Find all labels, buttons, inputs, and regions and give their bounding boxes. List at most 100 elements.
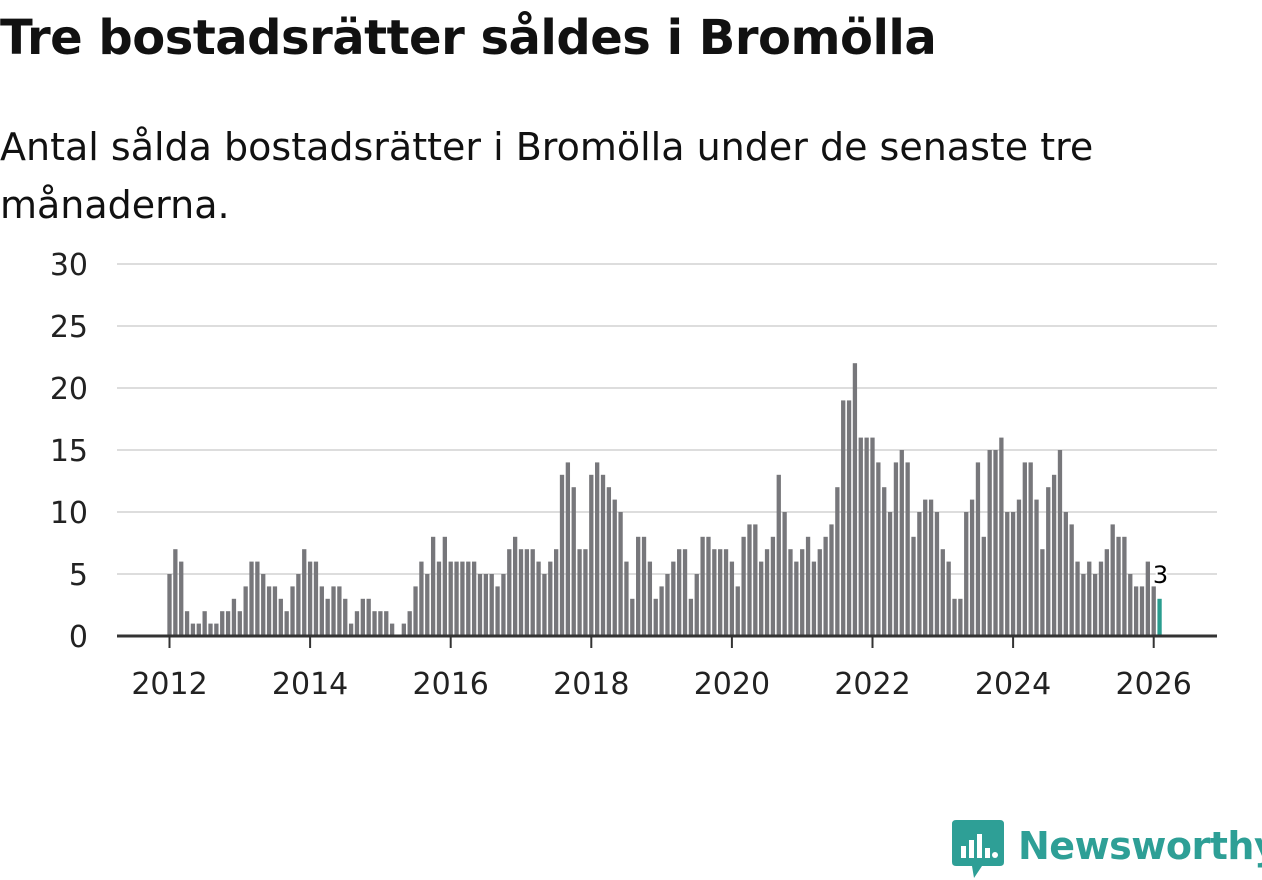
bar-2015-02 — [384, 611, 389, 636]
bar-2021-12 — [864, 437, 869, 636]
bar-2023-12 — [1005, 512, 1010, 636]
bar-2021-07 — [835, 487, 840, 636]
bar-2013-06 — [266, 586, 272, 636]
bar-2022-04 — [887, 512, 893, 636]
bar-2017-11 — [577, 549, 582, 636]
bar-2024-01 — [1010, 512, 1016, 636]
bar-2022-02 — [876, 462, 881, 636]
bar-2026-02 — [1157, 598, 1162, 636]
bar-2016-07 — [483, 574, 488, 636]
bar-2021-10 — [852, 363, 858, 636]
bar-2013-03 — [249, 561, 254, 636]
y-tick-label: 10 — [50, 496, 88, 531]
bar-2025-09 — [1128, 574, 1133, 636]
bar-2024-04 — [1028, 462, 1033, 636]
bar-chart: 0 5 10 15 20 25 30 2012 2014 2016 2018 2020 2022 202… — [50, 248, 1217, 702]
bar-2025-02 — [1087, 561, 1092, 636]
bar-2020-08 — [770, 536, 776, 636]
y-axis-ticks: 0 5 10 15 20 25 30 — [50, 248, 88, 655]
bar-2016-01 — [448, 561, 453, 636]
bar-2025-11 — [1139, 586, 1145, 636]
bar-2022-03 — [882, 487, 887, 636]
bar-2015-06 — [407, 611, 412, 636]
bar-2014-07 — [343, 598, 348, 636]
bar-2013-12 — [302, 549, 307, 636]
bar-2025-12 — [1145, 561, 1150, 636]
bar-2025-07 — [1116, 536, 1121, 636]
bar-2023-04 — [958, 598, 963, 636]
bar-2019-12 — [723, 549, 729, 636]
bar-2021-02 — [805, 536, 811, 636]
bar-2017-10 — [571, 487, 576, 636]
bar-2021-04 — [817, 549, 822, 636]
x-tick-label: 2020 — [694, 667, 770, 702]
bar-2020-03 — [741, 536, 746, 636]
bar-2023-02 — [946, 561, 951, 636]
bar-2020-07 — [764, 549, 770, 636]
bar-2014-08 — [348, 623, 354, 636]
bar-2013-08 — [278, 598, 283, 636]
bar-2012-09 — [214, 623, 219, 636]
bar-2016-08 — [489, 574, 494, 636]
bar-2015-09 — [425, 574, 430, 636]
bar-2012-10 — [220, 611, 225, 636]
bar-2021-05 — [823, 536, 828, 636]
bar-2024-08 — [1051, 474, 1057, 636]
bar-2020-01 — [729, 561, 735, 636]
last-value-label: 3 — [1153, 561, 1168, 589]
bar-2015-03 — [389, 623, 395, 636]
newsworthy-logo[interactable]: Newsworthy — [950, 818, 1262, 880]
bar-2019-09 — [706, 536, 711, 636]
bar-2016-12 — [512, 536, 518, 636]
bar-2014-03 — [319, 586, 324, 636]
bar-2018-02 — [595, 462, 600, 636]
bar-2023-08 — [981, 536, 986, 636]
bar-2023-09 — [987, 450, 992, 636]
bar-2019-08 — [700, 536, 705, 636]
bar-2024-02 — [1016, 499, 1022, 636]
bar-2023-11 — [999, 437, 1004, 636]
bar-2018-04 — [606, 487, 612, 636]
bar-2018-10 — [641, 536, 647, 636]
bar-2021-01 — [800, 549, 805, 636]
bar-2025-10 — [1133, 586, 1139, 636]
bar-2018-07 — [624, 561, 629, 636]
bar-2015-11 — [436, 561, 442, 636]
bar-2017-07 — [554, 549, 559, 636]
bar-2022-01 — [870, 437, 875, 636]
bar-2018-12 — [653, 598, 658, 636]
bar-2015-07 — [413, 586, 418, 636]
bar-2012-11 — [225, 611, 231, 636]
chart-title: Tre bostadsrätter såldes i Bromölla — [0, 10, 937, 66]
bar-2020-02 — [735, 586, 740, 636]
bar-2019-11 — [718, 549, 723, 636]
bar-2025-04 — [1098, 561, 1104, 636]
bar-2015-01 — [378, 611, 383, 636]
bar-2022-07 — [905, 462, 910, 636]
bar-2014-01 — [307, 561, 313, 636]
bar-2017-09 — [565, 462, 571, 636]
bar-2016-04 — [466, 561, 471, 636]
bar-2019-07 — [694, 574, 699, 636]
bar-2012-07 — [202, 611, 207, 636]
bar-2020-11 — [788, 549, 793, 636]
x-tick-label: 2016 — [413, 667, 489, 702]
bar-2024-11 — [1069, 524, 1074, 636]
x-tick-label: 2012 — [131, 667, 207, 702]
bar-2017-12 — [583, 549, 588, 636]
y-tick-label: 15 — [50, 434, 88, 469]
bar-2014-04 — [325, 598, 330, 636]
bar-2018-03 — [600, 474, 606, 636]
bar-2019-06 — [688, 598, 694, 636]
bar-2014-09 — [354, 611, 360, 636]
bar-2015-12 — [442, 536, 447, 636]
bar-2014-12 — [372, 611, 377, 636]
x-tick-label: 2024 — [975, 667, 1051, 702]
bar-2021-06 — [829, 524, 834, 636]
bar-2020-04 — [747, 524, 752, 636]
x-tick-label: 2014 — [272, 667, 348, 702]
bar-2012-04 — [184, 611, 190, 636]
bar-2023-07 — [975, 462, 981, 636]
bar-2023-01 — [940, 549, 945, 636]
bar-2014-11 — [366, 598, 371, 636]
